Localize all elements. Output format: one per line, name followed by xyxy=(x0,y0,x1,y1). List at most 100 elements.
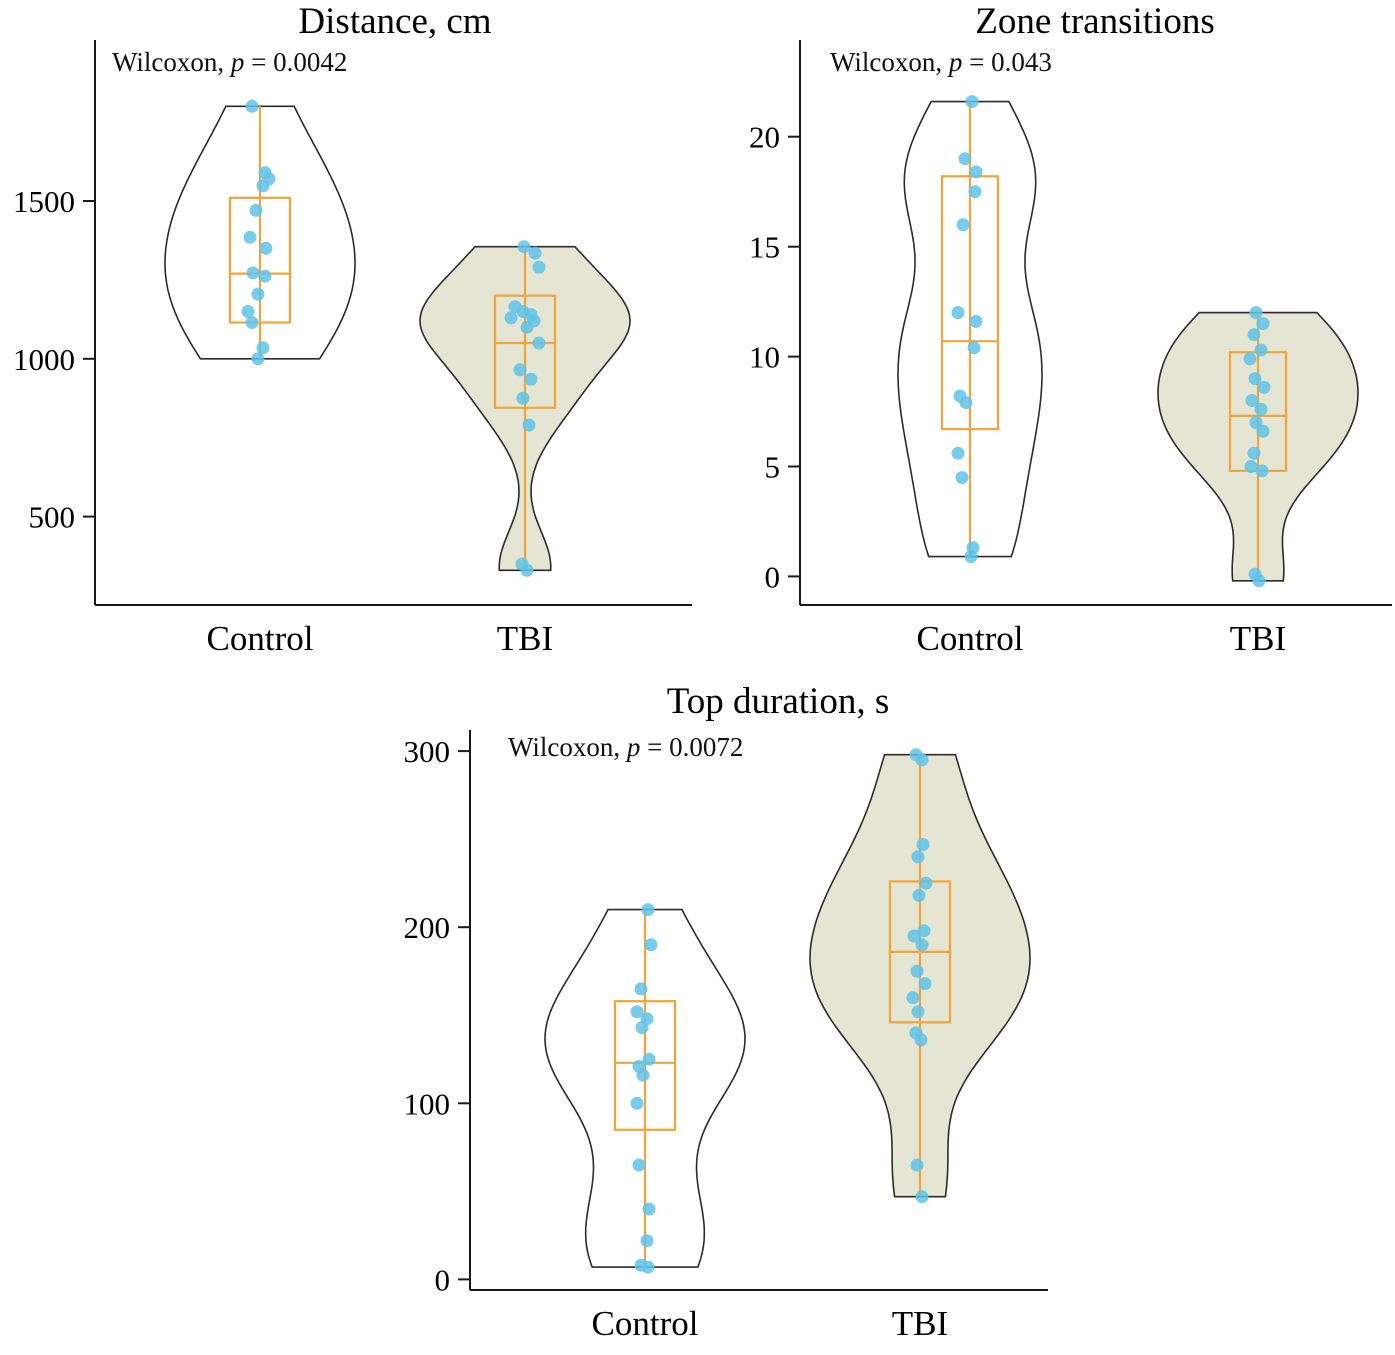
box xyxy=(228,196,292,324)
data-point xyxy=(256,179,270,193)
data-point xyxy=(517,240,531,254)
data-point xyxy=(919,876,933,890)
data-point xyxy=(630,1096,644,1110)
p-symbol: p xyxy=(626,732,641,762)
data-point xyxy=(911,850,925,864)
data-point xyxy=(251,352,265,366)
x-axis-label: Control xyxy=(917,619,1024,658)
data-point xyxy=(241,305,255,318)
data-point xyxy=(965,95,979,109)
p-value: = 0.0072 xyxy=(640,732,744,762)
data-point xyxy=(1247,446,1261,460)
data-point xyxy=(635,1021,649,1035)
data-point xyxy=(1249,306,1263,320)
box xyxy=(493,294,557,409)
y-tick-label: 0 xyxy=(435,1262,451,1297)
data-point xyxy=(1257,380,1271,394)
data-point xyxy=(532,260,546,274)
data-point xyxy=(245,99,259,113)
x-axis-label: TBI xyxy=(497,619,553,658)
data-point xyxy=(910,1158,924,1172)
y-tick-label: 10 xyxy=(749,340,780,375)
panel-top-duration: Top duration, s Wilcoxon, p = 0.0072 0 10… xyxy=(348,680,1048,1355)
data-point xyxy=(915,1190,929,1204)
data-point xyxy=(528,246,542,260)
box xyxy=(940,175,1000,431)
data-point xyxy=(910,964,924,978)
data-point xyxy=(520,563,534,577)
data-point xyxy=(959,396,973,410)
y-tick-label: 15 xyxy=(749,230,780,265)
data-point xyxy=(243,230,257,244)
violin-chart-top-duration: 0 100 200 300 Control TBI xyxy=(404,730,1048,1343)
data-point xyxy=(916,838,930,851)
data-point xyxy=(1245,394,1259,407)
data-point xyxy=(644,938,658,952)
data-point xyxy=(917,924,931,938)
chart-title-distance: Distance, cm xyxy=(298,1,492,42)
data-point xyxy=(251,287,265,301)
data-point xyxy=(630,1005,644,1019)
data-point xyxy=(911,1005,925,1019)
data-point xyxy=(245,316,259,329)
stat-test-label: Wilcoxon, xyxy=(508,732,627,762)
data-point xyxy=(1254,343,1268,357)
data-point xyxy=(968,185,982,199)
data-point xyxy=(951,306,965,320)
data-point xyxy=(641,1260,655,1274)
stat-test-label: Wilcoxon, xyxy=(830,47,949,77)
data-point xyxy=(907,929,921,943)
panel-distance: Distance, cm Wilcoxon, p = 0.0042 500 100… xyxy=(0,0,700,675)
data-point xyxy=(1256,424,1270,438)
data-point xyxy=(256,341,270,355)
data-point xyxy=(964,550,978,564)
violin-chart-zone-transitions: 0 5 10 15 20 Control TBI xyxy=(749,40,1392,658)
data-point xyxy=(915,938,929,952)
data-point xyxy=(958,152,972,166)
data-point xyxy=(1254,402,1268,416)
data-point xyxy=(641,903,655,917)
data-point xyxy=(1243,352,1257,366)
data-point xyxy=(915,753,929,767)
data-point xyxy=(522,418,536,432)
panel-zone-transitions: Zone transitions Wilcoxon, p = 0.043 0 5 1… xyxy=(695,0,1395,675)
y-tick-label: 0 xyxy=(765,559,781,594)
data-point xyxy=(246,266,260,280)
x-axis-label: Control xyxy=(207,619,314,658)
data-point xyxy=(513,363,527,377)
data-point xyxy=(259,241,273,255)
data-point xyxy=(951,446,965,460)
y-tick-label: 20 xyxy=(749,120,780,155)
violin-chart-distance: 500 1000 1500 Control TBI xyxy=(13,40,692,658)
data-point xyxy=(969,165,983,179)
data-point xyxy=(642,1052,656,1066)
x-axis-label: Control xyxy=(592,1304,699,1343)
stat-test-label: Wilcoxon, xyxy=(112,47,231,77)
p-value: = 0.043 xyxy=(962,47,1052,77)
data-point xyxy=(1255,464,1269,478)
data-point xyxy=(1244,460,1258,473)
y-tick-label: 100 xyxy=(404,1086,451,1121)
data-point xyxy=(258,269,272,283)
y-tick-label: 500 xyxy=(29,500,76,535)
data-point xyxy=(632,1158,646,1172)
stat-annotation-distance: Wilcoxon, p = 0.0042 xyxy=(112,47,347,78)
data-point xyxy=(967,341,981,355)
data-point xyxy=(906,991,920,1005)
data-point xyxy=(1256,317,1270,331)
data-point xyxy=(532,336,546,350)
y-tick-label: 1500 xyxy=(13,184,75,219)
y-tick-label: 200 xyxy=(404,910,451,945)
p-symbol: p xyxy=(948,47,963,77)
y-tick-label: 5 xyxy=(765,450,781,485)
y-tick-label: 300 xyxy=(404,734,451,769)
chart-title-top-duration: Top duration, s xyxy=(666,681,890,722)
stat-annotation-zone-transitions: Wilcoxon, p = 0.043 xyxy=(830,47,1052,78)
data-point xyxy=(918,977,932,991)
data-point xyxy=(516,391,530,405)
x-axis-label: TBI xyxy=(892,1304,948,1343)
data-point xyxy=(634,982,648,996)
data-point xyxy=(1248,372,1262,386)
p-symbol: p xyxy=(230,47,245,77)
